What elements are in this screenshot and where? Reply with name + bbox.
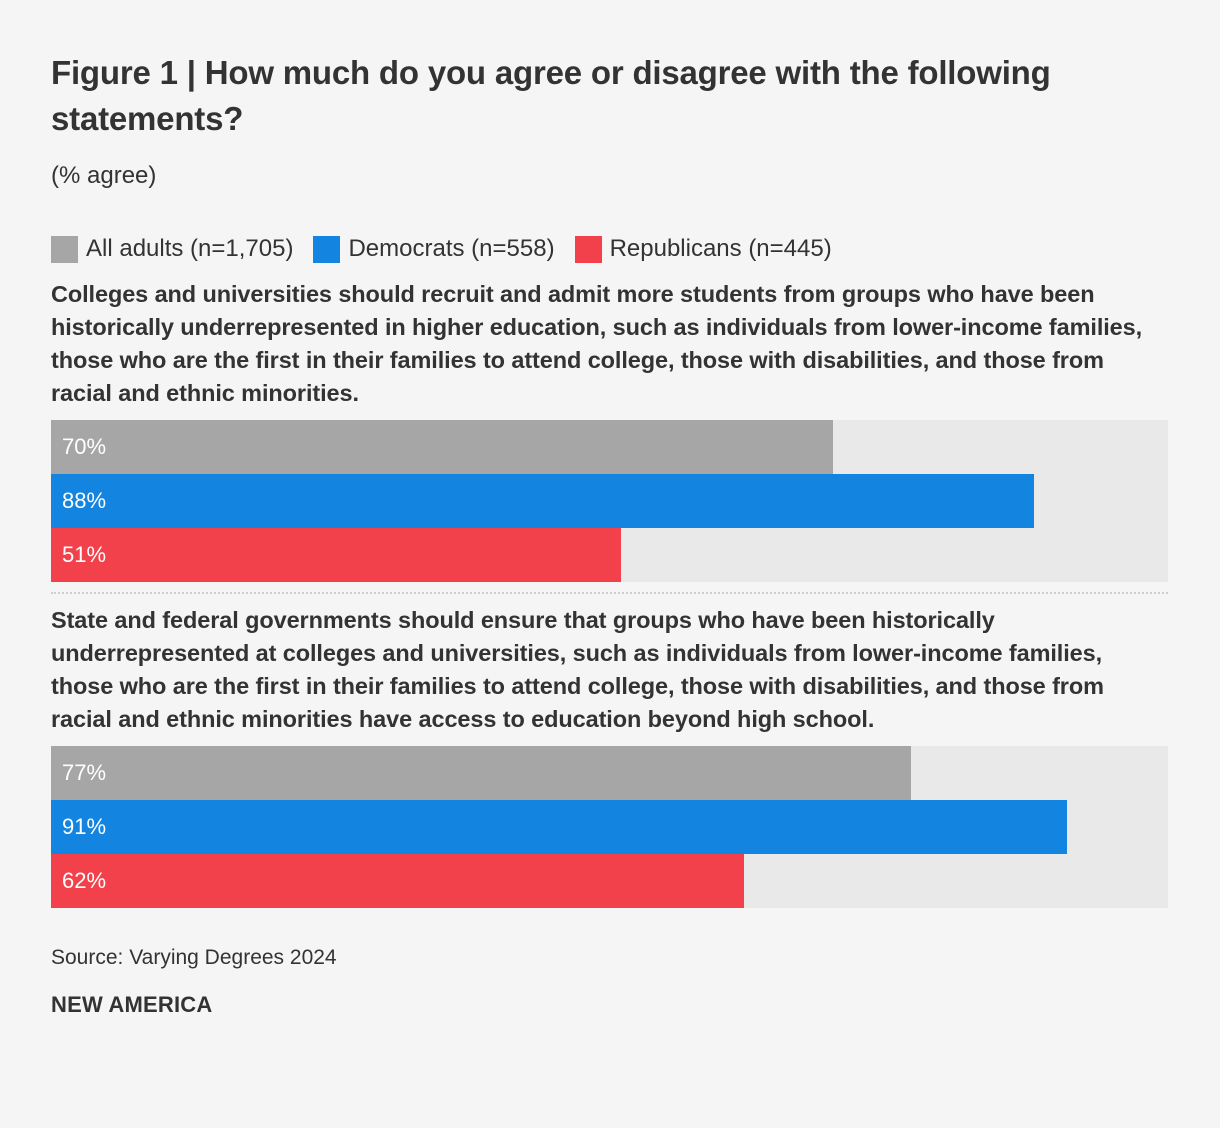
legend-item-all-adults: All adults (n=1,705) (51, 235, 293, 263)
legend-swatch-democrats (313, 235, 341, 263)
source-note: Source: Varying Degrees 2024 (51, 946, 337, 969)
bar-label-democrats-1: 88% (62, 488, 107, 513)
legend-label-democrats: Democrats (n=558) (348, 235, 555, 262)
bar-all-adults-1: 70% (51, 420, 833, 474)
statement-group-1: Colleges and universities should recruit… (51, 278, 1168, 582)
legend-swatch-republicans (574, 235, 602, 263)
bar-republicans-1: 51% (51, 528, 621, 582)
legend-item-republicans: Republicans (n=445) (574, 235, 832, 263)
chart-title: Figure 1 | How much do you agree or disa… (51, 54, 1051, 137)
legend-swatch-all-adults (51, 235, 78, 263)
statement-group-2: State and federal governments should ens… (51, 604, 1168, 908)
bar-democrats-2: 91% (51, 800, 1068, 854)
chart-subtitle: (% agree) (51, 162, 157, 189)
bar-label-all-adults-2: 77% (62, 760, 107, 785)
bar-area-1: 70% 88% 51% (51, 420, 1168, 582)
bar-area-2: 77% 91% 62% (51, 746, 1168, 908)
legend-item-democrats: Democrats (n=558) (313, 235, 555, 263)
bar-democrats-1: 88% (51, 474, 1034, 528)
legend: All adults (n=1,705) Democrats (n=558) R… (51, 232, 1168, 266)
statement-text-1: Colleges and universities should recruit… (51, 281, 1143, 406)
bar-label-democrats-2: 91% (62, 814, 107, 839)
legend-label-republicans: Republicans (n=445) (609, 235, 832, 262)
bar-all-adults-2: 77% (51, 746, 912, 800)
bar-republicans-2: 62% (51, 854, 744, 908)
chart-container: Figure 1 | How much do you agree or disa… (51, 50, 1168, 1018)
legend-label-all-adults: All adults (n=1,705) (86, 235, 294, 262)
bar-label-republicans-2: 62% (62, 868, 107, 893)
brand-logo-text: NEW AMERICA (51, 992, 213, 1017)
statement-text-2: State and federal governments should ens… (51, 607, 1104, 732)
bar-label-all-adults-1: 70% (62, 434, 107, 459)
group-divider (51, 592, 1168, 594)
bar-label-republicans-1: 51% (62, 542, 107, 567)
